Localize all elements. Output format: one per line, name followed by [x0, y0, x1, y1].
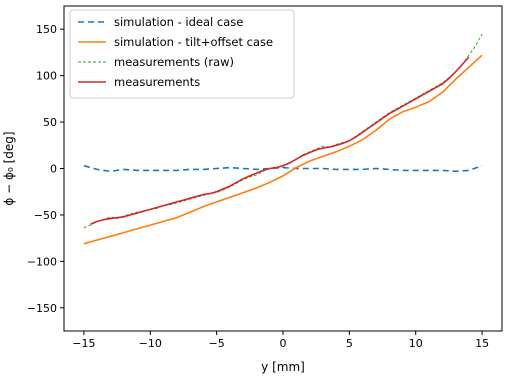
legend: simulation - ideal case simulation - tilt… [69, 9, 295, 99]
x-axis-label: y [mm] [261, 360, 305, 374]
y-tick-label: 100 [36, 70, 57, 83]
series-line-2 [83, 54, 483, 245]
series-line-4 [90, 56, 470, 225]
legend-label: simulation - ideal case [114, 15, 243, 29]
y-tick-label: 150 [36, 23, 57, 36]
y-tick-label: 0 [50, 163, 57, 176]
x-tick-label: −10 [139, 337, 162, 350]
y-tick-label: −50 [34, 209, 57, 222]
y-tick-label: −150 [27, 302, 57, 315]
x-tick-label: 5 [346, 337, 353, 350]
x-tick-label: 15 [475, 337, 489, 350]
series-layer [83, 33, 483, 245]
y-axis-label: ϕ − ϕ₀ [deg] [2, 131, 16, 205]
x-axis: −15 −10 −5 0 5 10 15 [72, 331, 489, 350]
legend-label: measurements (raw) [114, 55, 234, 69]
legend-label: simulation - tilt+offset case [114, 35, 273, 49]
y-tick-label: 50 [43, 116, 57, 129]
x-tick-label: 10 [409, 337, 423, 350]
x-tick-label: −15 [72, 337, 95, 350]
legend-label: measurements [114, 75, 200, 89]
x-tick-label: 0 [280, 337, 287, 350]
y-tick-label: −100 [27, 255, 57, 268]
y-axis: −150 −100 −50 0 50 100 150 [27, 23, 64, 315]
legend-box [69, 9, 295, 99]
x-tick-label: −5 [209, 337, 225, 350]
